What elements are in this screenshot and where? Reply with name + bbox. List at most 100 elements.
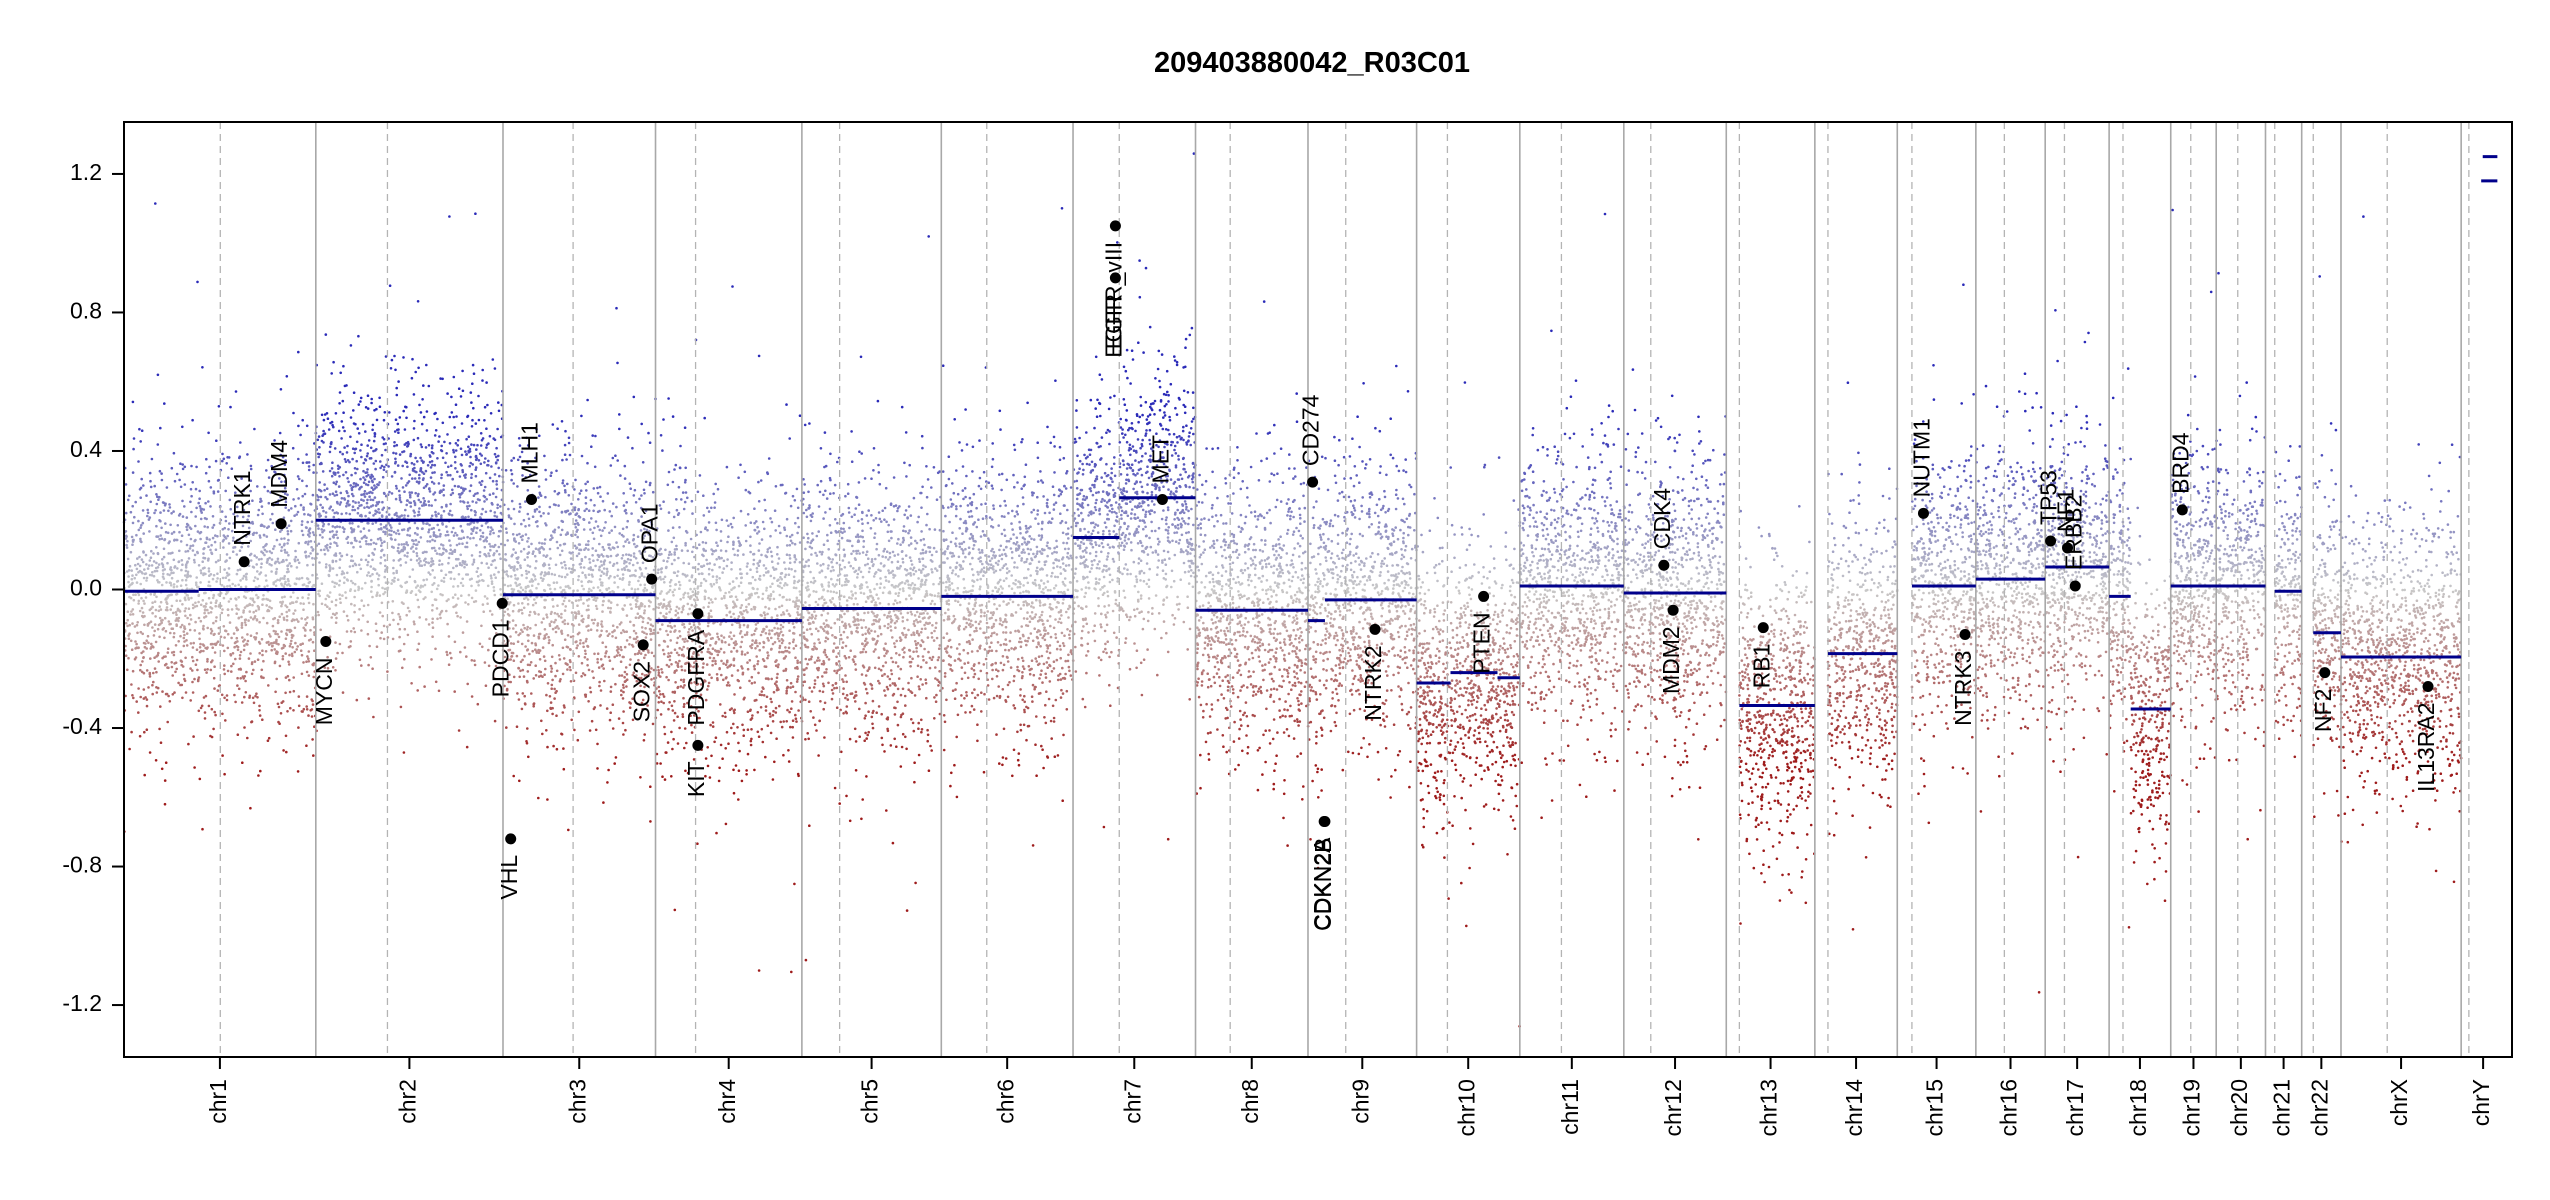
probe-point xyxy=(436,588,439,591)
probe-point xyxy=(670,608,673,611)
probe-point xyxy=(223,650,226,653)
probe-point xyxy=(622,554,625,557)
probe-point xyxy=(149,472,152,475)
probe-point xyxy=(477,567,480,570)
probe-point xyxy=(429,540,432,543)
probe-point xyxy=(574,479,577,482)
probe-point xyxy=(139,735,142,738)
probe-point xyxy=(151,684,154,687)
probe-point xyxy=(366,468,369,471)
probe-point xyxy=(252,618,255,621)
probe-point xyxy=(399,585,402,588)
probe-point xyxy=(509,584,512,587)
probe-point xyxy=(647,622,650,625)
probe-point xyxy=(473,561,476,564)
probe-point xyxy=(696,842,699,845)
probe-point xyxy=(190,528,193,531)
probe-point xyxy=(302,602,305,605)
probe-point xyxy=(135,700,138,703)
probe-point xyxy=(137,563,140,566)
probe-point xyxy=(427,500,430,503)
probe-point xyxy=(504,584,507,587)
probe-point xyxy=(418,477,421,480)
probe-point xyxy=(506,539,509,542)
probe-point xyxy=(444,462,447,465)
probe-point xyxy=(206,658,209,661)
probe-point xyxy=(486,536,489,539)
probe-point xyxy=(263,534,266,537)
probe-point xyxy=(270,552,273,555)
probe-point xyxy=(415,547,418,550)
probe-point xyxy=(327,417,330,420)
probe-point xyxy=(317,527,320,530)
probe-point xyxy=(470,532,473,535)
probe-point xyxy=(481,508,484,511)
probe-point xyxy=(716,673,719,676)
probe-point xyxy=(560,613,563,616)
probe-point xyxy=(166,562,169,565)
probe-point xyxy=(274,562,277,565)
probe-point xyxy=(346,615,349,618)
probe-point xyxy=(454,550,457,553)
probe-point xyxy=(483,461,486,464)
probe-point xyxy=(157,654,160,657)
probe-point xyxy=(728,635,731,638)
probe-point xyxy=(542,565,545,568)
probe-point xyxy=(423,416,426,419)
probe-point xyxy=(622,577,625,580)
probe-point xyxy=(338,430,341,433)
probe-point xyxy=(209,549,212,552)
probe-point xyxy=(395,571,398,574)
probe-point xyxy=(697,585,700,588)
probe-point xyxy=(326,412,329,415)
probe-point xyxy=(259,498,262,501)
probe-point xyxy=(125,622,128,625)
probe-point xyxy=(212,728,215,731)
probe-point xyxy=(457,597,460,600)
probe-point xyxy=(145,579,148,582)
probe-point xyxy=(512,775,515,778)
probe-point xyxy=(171,666,174,669)
probe-point xyxy=(620,632,623,635)
probe-point xyxy=(468,594,471,597)
probe-point xyxy=(500,543,503,546)
probe-point xyxy=(278,636,281,639)
probe-point xyxy=(526,540,529,543)
probe-point xyxy=(564,453,567,456)
probe-point xyxy=(252,669,255,672)
probe-point xyxy=(518,698,521,701)
probe-point xyxy=(549,588,552,591)
probe-point xyxy=(148,564,151,567)
probe-point xyxy=(466,536,469,539)
probe-point xyxy=(186,644,189,647)
probe-point xyxy=(392,572,395,575)
probe-point xyxy=(153,634,156,637)
probe-point xyxy=(588,558,591,561)
probe-point xyxy=(161,768,164,771)
probe-point xyxy=(592,677,595,680)
probe-point xyxy=(544,660,547,663)
probe-point xyxy=(665,676,668,679)
probe-point xyxy=(174,480,177,483)
probe-point xyxy=(175,539,178,542)
probe-point xyxy=(480,573,483,576)
probe-point xyxy=(746,633,749,636)
probe-point xyxy=(197,502,200,505)
probe-point xyxy=(425,364,428,367)
probe-point xyxy=(556,625,559,628)
probe-point xyxy=(154,600,157,603)
probe-point xyxy=(527,537,530,540)
probe-point xyxy=(562,520,565,523)
probe-point xyxy=(255,556,258,559)
probe-point xyxy=(521,659,524,662)
probe-point xyxy=(433,531,436,534)
probe-point xyxy=(507,608,510,611)
probe-point xyxy=(360,629,363,632)
probe-point xyxy=(225,576,228,579)
probe-point xyxy=(232,652,235,655)
probe-point xyxy=(563,600,566,603)
probe-point xyxy=(172,612,175,615)
probe-point xyxy=(167,647,170,650)
probe-point xyxy=(495,480,498,483)
probe-point xyxy=(547,512,550,515)
